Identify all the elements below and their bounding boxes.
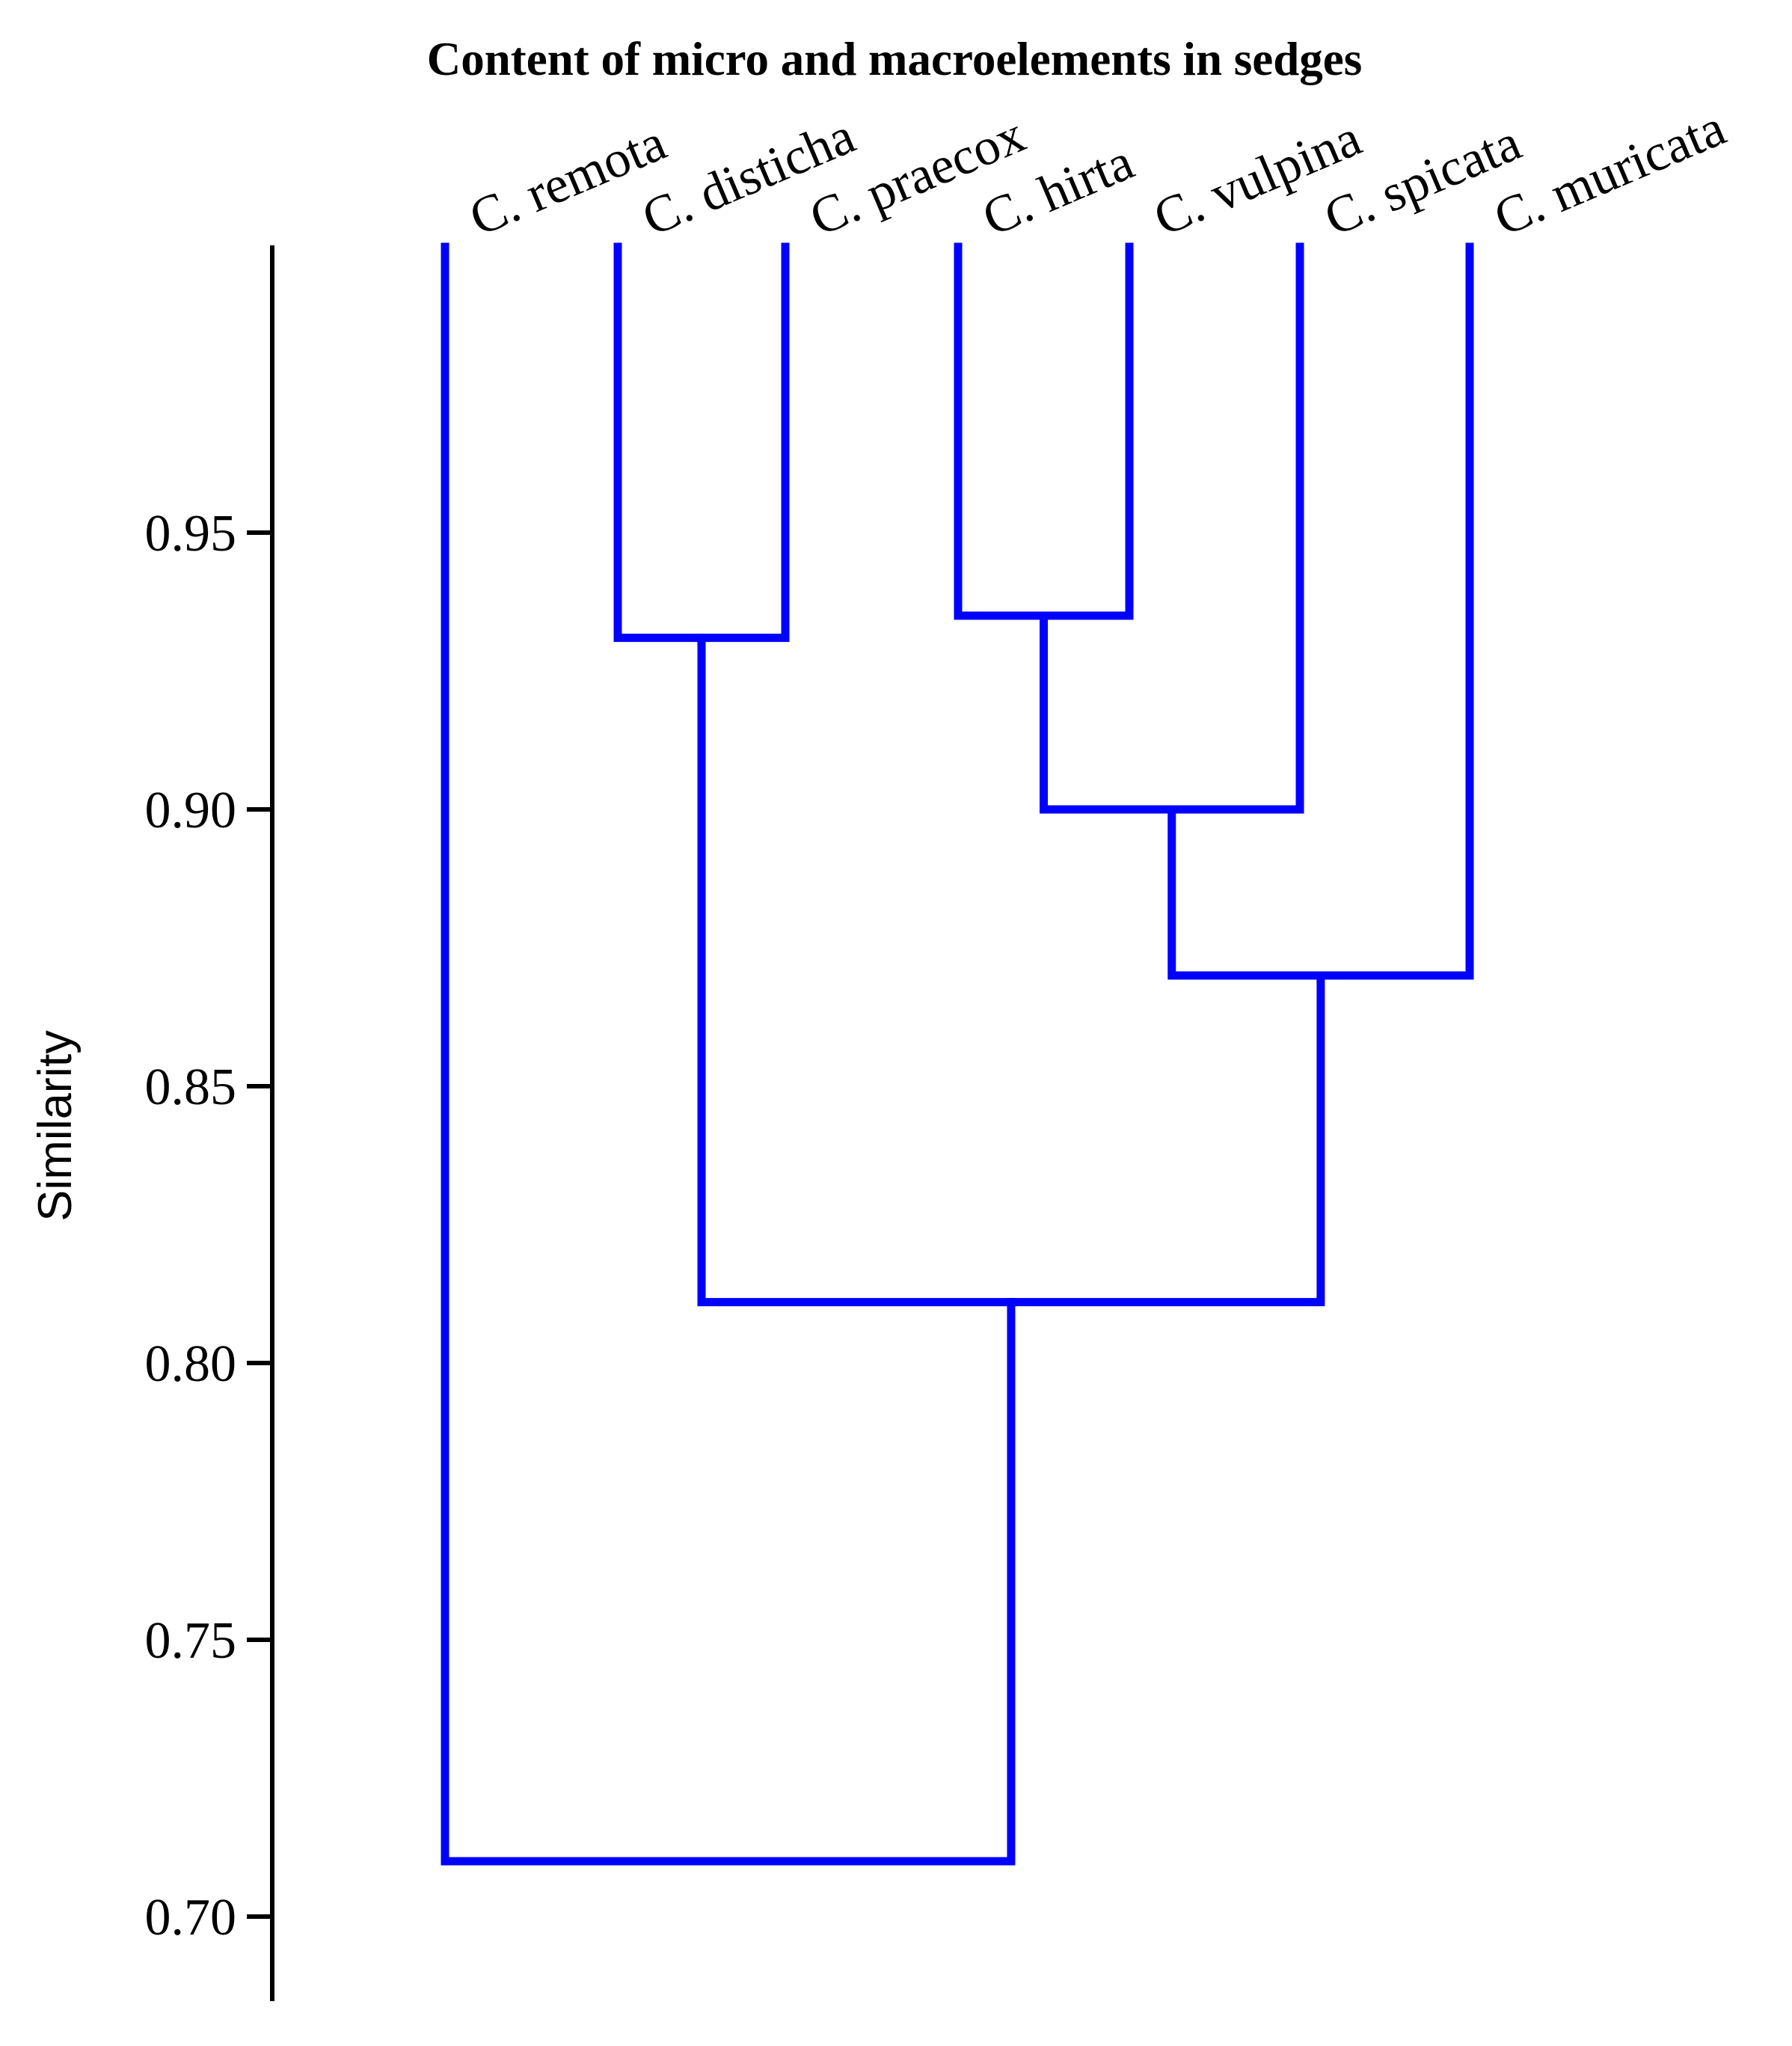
dendrogram-merge-link (441, 242, 1016, 1866)
y-tick-label: 0.70 (145, 1889, 237, 1947)
chart-title: Content of micro and macroelements in se… (427, 33, 1363, 85)
dendrogram-branches (441, 242, 1474, 1866)
dendrogram-merge-link (1040, 242, 1304, 814)
dendrogram-merge-link (1167, 242, 1474, 980)
dendrogram-merge-link (697, 634, 1325, 1307)
y-tick-label: 0.90 (145, 782, 237, 839)
leaf-label: C. muricata (1486, 99, 1734, 247)
y-tick-label: 0.85 (145, 1059, 237, 1116)
y-tick-label: 0.80 (145, 1335, 237, 1393)
y-tick-label: 0.95 (145, 505, 237, 563)
y-tick-label: 0.75 (145, 1612, 237, 1670)
dendrogram-merge-link (954, 242, 1134, 620)
leaf-label: C. remota (461, 114, 674, 248)
y-axis-ticks: 0.95 0.90 0.85 0.80 0.75 0.70 (145, 505, 272, 1947)
y-axis-label: Similarity (29, 1030, 82, 1222)
dendrogram-merge-link (613, 242, 790, 643)
